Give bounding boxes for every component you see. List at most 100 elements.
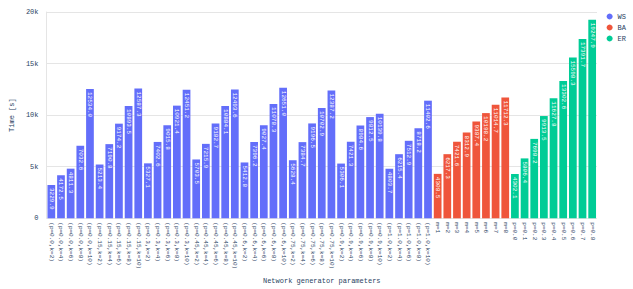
svg-text:m=5: m=5: [473, 222, 480, 233]
svg-text:8312.9: 8312.9: [463, 136, 470, 158]
svg-text:m=4: m=4: [463, 222, 470, 233]
svg-text:12387.2: 12387.2: [328, 94, 335, 120]
svg-text:BA: BA: [618, 24, 627, 32]
svg-text:p=0.8: p=0.8: [589, 222, 596, 240]
svg-text:(p=0.45,k=6): (p=0.45,k=6): [212, 222, 219, 265]
svg-text:12451.2: 12451.2: [183, 93, 190, 119]
svg-text:11712.3: 11712.3: [502, 100, 509, 126]
svg-text:7421.6: 7421.6: [453, 145, 460, 167]
svg-text:4172.5: 4172.5: [57, 178, 64, 200]
svg-text:12493.6: 12493.6: [231, 92, 238, 118]
svg-text:6217.3: 6217.3: [444, 157, 451, 179]
svg-text:Time [s]: Time [s]: [8, 98, 16, 132]
svg-text:4803.7: 4803.7: [386, 172, 393, 194]
svg-text:7698.2: 7698.2: [531, 142, 538, 164]
svg-text:10139.8: 10139.8: [376, 117, 383, 143]
svg-text:p=0.0: p=0.0: [511, 222, 518, 240]
svg-text:(p=0.45,k=8): (p=0.45,k=8): [222, 222, 229, 265]
svg-text:(p=0.45,k=10): (p=0.45,k=10): [231, 222, 238, 269]
svg-text:5628.4: 5628.4: [289, 163, 296, 185]
svg-text:m=2: m=2: [444, 222, 451, 233]
svg-text:(p=0.0,k=6): (p=0.0,k=6): [67, 222, 74, 262]
svg-text:m=3: m=3: [453, 222, 460, 233]
svg-text:p=0.6: p=0.6: [569, 222, 576, 240]
svg-text:9182.7: 9182.7: [212, 127, 219, 149]
svg-text:(p=0.6,k=6): (p=0.6,k=6): [260, 222, 267, 262]
svg-text:(p=0.0,k=8): (p=0.0,k=8): [77, 222, 84, 262]
svg-text:(p=1.0,k=6): (p=1.0,k=6): [405, 222, 412, 262]
svg-text:10198.2: 10198.2: [482, 116, 489, 142]
svg-text:9812.5: 9812.5: [367, 120, 374, 142]
svg-text:m=1: m=1: [434, 222, 441, 233]
svg-text:(p=0.75,k=8): (p=0.75,k=8): [318, 222, 325, 265]
svg-text:11014.7: 11014.7: [492, 108, 499, 134]
svg-text:7032.6: 7032.6: [77, 149, 84, 171]
svg-text:12587.3: 12587.3: [135, 91, 142, 117]
svg-text:p=0.7: p=0.7: [579, 222, 586, 240]
svg-text:m=8: m=8: [502, 222, 509, 233]
svg-text:(p=0.45,k=4): (p=0.45,k=4): [202, 222, 209, 265]
svg-text:9174.2: 9174.2: [115, 127, 122, 149]
svg-text:9027.4: 9027.4: [260, 128, 267, 150]
svg-text:7402.6: 7402.6: [154, 145, 161, 167]
svg-text:p=0.4: p=0.4: [550, 222, 557, 240]
svg-text:9387.4: 9387.4: [473, 124, 480, 146]
svg-text:(p=0.75,k=4): (p=0.75,k=4): [299, 222, 306, 265]
svg-text:4308.5: 4308.5: [434, 177, 441, 199]
svg-text:(p=0.45,k=2): (p=0.45,k=2): [193, 222, 200, 265]
svg-text:10k: 10k: [26, 111, 39, 119]
svg-text:(p=0.15,k=2): (p=0.15,k=2): [96, 222, 103, 265]
svg-text:4811.3: 4811.3: [67, 172, 74, 194]
svg-text:(p=0.9,k=2): (p=0.9,k=2): [338, 222, 345, 262]
svg-text:7421.3: 7421.3: [347, 145, 354, 167]
svg-text:(p=0.0,k=2): (p=0.0,k=2): [48, 222, 55, 262]
svg-text:7190.8: 7190.8: [106, 147, 113, 169]
svg-text:(p=0.3,k=2): (p=0.3,k=2): [144, 222, 151, 262]
svg-text:4302.1: 4302.1: [511, 177, 518, 199]
svg-text:(p=0.6,k=2): (p=0.6,k=2): [241, 222, 248, 262]
svg-text:ER: ER: [618, 35, 627, 43]
svg-text:m=6: m=6: [482, 222, 489, 233]
svg-text:12651.0: 12651.0: [280, 91, 287, 117]
svg-text:(p=0.3,k=4): (p=0.3,k=4): [154, 222, 161, 262]
svg-text:15598.3: 15598.3: [569, 60, 576, 86]
svg-text:10893.5: 10893.5: [125, 109, 132, 135]
svg-text:p=0.5: p=0.5: [560, 222, 567, 240]
svg-text:11627.8: 11627.8: [550, 101, 557, 127]
svg-text:7384.7: 7384.7: [299, 145, 306, 167]
svg-text:Network generator parameters: Network generator parameters: [263, 277, 381, 285]
svg-text:19247.9: 19247.9: [589, 23, 596, 49]
svg-text:7396.2: 7396.2: [251, 145, 258, 167]
svg-text:(p=1.0,k=8): (p=1.0,k=8): [415, 222, 422, 262]
svg-text:(p=0.9,k=6): (p=0.9,k=6): [357, 222, 364, 262]
svg-text:(p=0.75,k=10): (p=0.75,k=10): [328, 222, 335, 269]
svg-text:10884.1: 10884.1: [222, 109, 229, 135]
svg-text:p=0.2: p=0.2: [531, 222, 538, 240]
svg-text:5306.1: 5306.1: [338, 167, 345, 189]
svg-text:11078.3: 11078.3: [270, 107, 277, 133]
svg-text:(p=0.0,k=10): (p=0.0,k=10): [86, 222, 93, 265]
svg-text:17391.7: 17391.7: [579, 42, 586, 68]
svg-text:m=7: m=7: [492, 222, 499, 233]
svg-text:(p=0.3,k=6): (p=0.3,k=6): [164, 222, 171, 262]
svg-text:(p=0.15,k=10): (p=0.15,k=10): [135, 222, 142, 269]
svg-text:(p=1.0,k=4): (p=1.0,k=4): [396, 222, 403, 262]
svg-text:15k: 15k: [26, 60, 39, 68]
svg-text:(p=0.6,k=10): (p=0.6,k=10): [280, 222, 287, 265]
svg-text:5806.4: 5806.4: [521, 161, 528, 183]
svg-text:(p=0.75,k=6): (p=0.75,k=6): [309, 222, 316, 265]
svg-text:(p=0.3,k=10): (p=0.3,k=10): [183, 222, 190, 265]
svg-text:(p=0.15,k=6): (p=0.15,k=6): [115, 222, 122, 265]
svg-text:13302.6: 13302.6: [560, 84, 567, 110]
svg-text:(p=0.75,k=2): (p=0.75,k=2): [289, 222, 296, 265]
svg-text:7215.9: 7215.9: [202, 147, 209, 169]
svg-text:WS: WS: [618, 13, 626, 21]
svg-text:(p=0.9,k=4): (p=0.9,k=4): [347, 222, 354, 262]
svg-text:8718.2: 8718.2: [415, 131, 422, 153]
svg-text:p=0.3: p=0.3: [540, 222, 547, 240]
svg-text:5213.4: 5213.4: [96, 168, 103, 190]
svg-text:5k: 5k: [30, 163, 38, 171]
svg-text:12534.0: 12534.0: [86, 92, 93, 118]
svg-text:(p=0.0,k=4): (p=0.0,k=4): [57, 222, 64, 262]
svg-text:3229.9: 3229.9: [48, 188, 55, 210]
